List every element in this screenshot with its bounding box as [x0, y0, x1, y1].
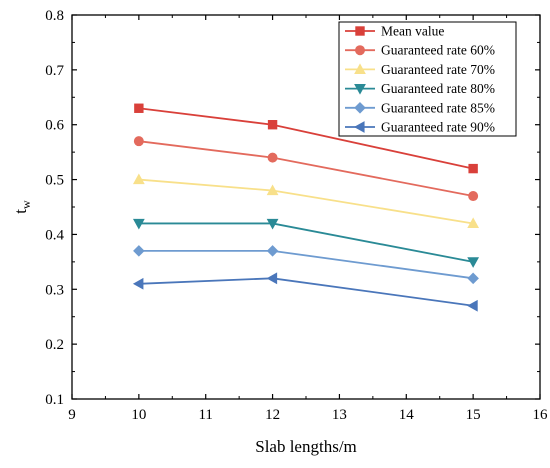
legend-swatch-marker — [355, 26, 365, 36]
data-point — [134, 103, 144, 113]
series-line — [138, 249, 474, 280]
data-point — [266, 245, 279, 257]
data-point — [467, 272, 479, 285]
x-tick-label: 15 — [466, 407, 481, 423]
legend-item: Guaranteed rate 80% — [345, 81, 495, 96]
x-tick-label: 12 — [265, 407, 280, 423]
legend-item: Guaranteed rate 60% — [345, 43, 495, 58]
series-line — [138, 277, 474, 307]
series-4 — [132, 218, 480, 268]
axis-ticks: 9 10 11 12 13 14 15 16 0.1 0.2 0.3 0.4 0.5 0.6 0.7 0.8 — [45, 8, 548, 423]
legend-swatch-marker — [354, 45, 365, 56]
x-axis-label: Slab lengths/m — [255, 437, 357, 456]
legend-item: Guaranteed rate 85% — [345, 100, 495, 115]
legend-swatch-marker — [354, 102, 366, 114]
svg-text:tw: tw — [11, 200, 33, 214]
legend-label: Mean value — [381, 24, 444, 39]
y-tick-label: 0.5 — [45, 173, 64, 189]
y-axis-label-sub: w — [19, 200, 33, 209]
series-6 — [132, 272, 478, 312]
series-2 — [133, 136, 479, 202]
legend-items: Mean value Guaranteed rate 60% Guaranteed … — [345, 24, 495, 135]
data-point — [266, 218, 279, 230]
legend-swatch-marker — [354, 84, 366, 95]
x-tick-label: 9 — [68, 407, 76, 423]
data-point — [468, 163, 478, 174]
legend-item: Mean value — [345, 24, 444, 39]
x-tick-label: 11 — [198, 407, 212, 423]
series-1 — [134, 103, 478, 174]
legend-label: Guaranteed rate 80% — [381, 81, 495, 96]
y-tick-label: 0.8 — [45, 8, 64, 24]
x-tick-label: 13 — [332, 407, 347, 423]
y-tick-label: 0.1 — [45, 392, 64, 408]
series-3 — [132, 173, 480, 229]
series-5 — [133, 245, 479, 285]
legend-label: Guaranteed rate 60% — [381, 43, 495, 58]
legend-label: Guaranteed rate 85% — [381, 100, 495, 115]
data-point — [133, 245, 145, 257]
legend-label: Guaranteed rate 70% — [381, 62, 495, 77]
y-tick-label: 0.6 — [45, 118, 64, 134]
y-tick-label: 0.2 — [45, 337, 64, 353]
y-axis-label-main: t — [11, 209, 30, 214]
legend-swatch-marker — [353, 121, 365, 133]
data-point — [132, 218, 145, 230]
legend-item: Guaranteed rate 70% — [345, 62, 495, 77]
legend-label: Guaranteed rate 90% — [381, 120, 495, 135]
x-tick-label: 10 — [131, 407, 146, 423]
legend-swatch-marker — [354, 63, 366, 74]
data-series — [132, 103, 480, 312]
legend-frame — [338, 21, 517, 137]
x-tick-label: 14 — [399, 407, 415, 423]
data-point — [132, 173, 145, 185]
series-line — [138, 140, 474, 197]
data-point — [467, 217, 480, 229]
y-tick-label: 0.4 — [45, 227, 64, 243]
data-point — [467, 299, 478, 312]
data-point — [468, 191, 479, 202]
data-point — [132, 277, 144, 290]
data-point — [267, 152, 278, 163]
data-point — [266, 184, 279, 196]
data-point — [467, 257, 480, 268]
x-tick-label: 16 — [533, 407, 549, 423]
y-tick-label: 0.7 — [45, 63, 64, 79]
legend: Mean value Guaranteed rate 60% Guaranteed … — [338, 21, 517, 137]
data-point — [266, 272, 278, 285]
data-point — [133, 136, 144, 147]
data-point — [267, 120, 278, 130]
y-tick-label: 0.3 — [45, 282, 64, 298]
y-axis-label: tw — [11, 200, 33, 214]
legend-item: Guaranteed rate 90% — [345, 120, 495, 135]
